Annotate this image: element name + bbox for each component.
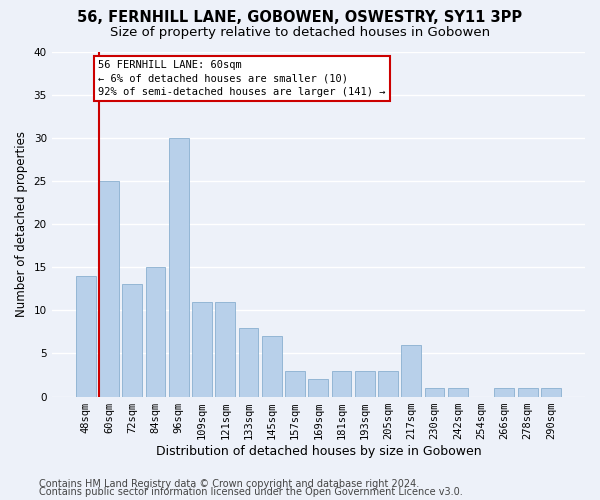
Bar bbox=[285, 370, 305, 396]
Bar bbox=[308, 380, 328, 396]
Bar bbox=[378, 370, 398, 396]
Bar bbox=[494, 388, 514, 396]
Text: Contains HM Land Registry data © Crown copyright and database right 2024.: Contains HM Land Registry data © Crown c… bbox=[39, 479, 419, 489]
Bar bbox=[192, 302, 212, 396]
Bar bbox=[99, 181, 119, 396]
Text: 56 FERNHILL LANE: 60sqm
← 6% of detached houses are smaller (10)
92% of semi-det: 56 FERNHILL LANE: 60sqm ← 6% of detached… bbox=[98, 60, 385, 96]
Bar bbox=[169, 138, 188, 396]
Bar bbox=[262, 336, 282, 396]
Bar bbox=[518, 388, 538, 396]
Bar bbox=[76, 276, 95, 396]
X-axis label: Distribution of detached houses by size in Gobowen: Distribution of detached houses by size … bbox=[155, 444, 481, 458]
Bar bbox=[146, 267, 166, 396]
Bar bbox=[541, 388, 561, 396]
Bar bbox=[239, 328, 259, 396]
Y-axis label: Number of detached properties: Number of detached properties bbox=[15, 131, 28, 317]
Bar bbox=[355, 370, 375, 396]
Bar bbox=[401, 345, 421, 397]
Bar bbox=[332, 370, 352, 396]
Bar bbox=[448, 388, 468, 396]
Bar bbox=[425, 388, 445, 396]
Text: 56, FERNHILL LANE, GOBOWEN, OSWESTRY, SY11 3PP: 56, FERNHILL LANE, GOBOWEN, OSWESTRY, SY… bbox=[77, 10, 523, 25]
Text: Size of property relative to detached houses in Gobowen: Size of property relative to detached ho… bbox=[110, 26, 490, 39]
Bar bbox=[122, 284, 142, 397]
Bar bbox=[215, 302, 235, 396]
Text: Contains public sector information licensed under the Open Government Licence v3: Contains public sector information licen… bbox=[39, 487, 463, 497]
